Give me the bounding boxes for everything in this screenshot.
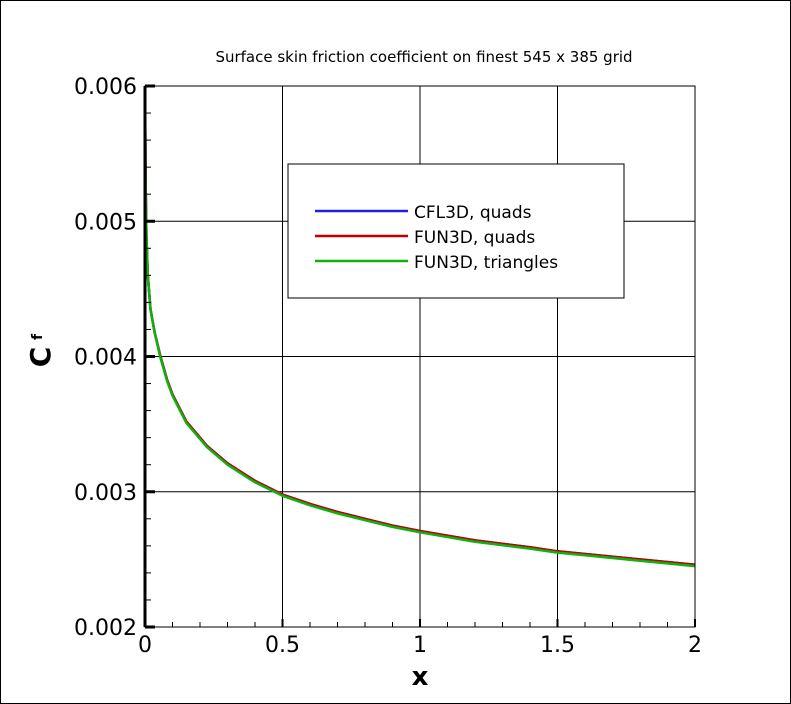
y-tick-label: 0.003: [74, 481, 137, 506]
y-tick-label: 0.002: [74, 616, 137, 641]
legend-label: FUN3D, triangles: [414, 253, 558, 273]
series-group: [143, 85, 696, 568]
series-line-2: [143, 85, 696, 568]
x-tick-label: 0.5: [265, 633, 300, 658]
y-axis-label: C: [24, 347, 57, 368]
axes: 0 0.5 1 1.5 2 0.002 0.003 0.004 0.005 0.006: [74, 75, 702, 658]
legend-label: FUN3D, quads: [414, 228, 535, 248]
chart-title: Surface skin friction coefficient on fin…: [215, 48, 632, 66]
x-axis-label: x: [412, 662, 429, 692]
x-tick-label: 0: [138, 633, 152, 658]
y-axis-label-subscript: f: [30, 333, 46, 340]
x-tick-label: 1: [413, 633, 427, 658]
y-tick-label: 0.006: [74, 75, 137, 100]
y-tick-label: 0.004: [74, 346, 137, 371]
legend: CFL3D, quads FUN3D, quads FUN3D, triangles: [287, 163, 625, 299]
y-axis-label-group: C: [24, 347, 57, 368]
y-tick-label: 0.005: [74, 210, 137, 235]
legend-label: CFL3D, quads: [414, 203, 532, 223]
y-axis-subscript-group: f: [30, 333, 46, 340]
x-tick-label: 2: [688, 633, 702, 658]
x-tick-label: 1.5: [540, 633, 575, 658]
legend-box: [287, 163, 625, 299]
